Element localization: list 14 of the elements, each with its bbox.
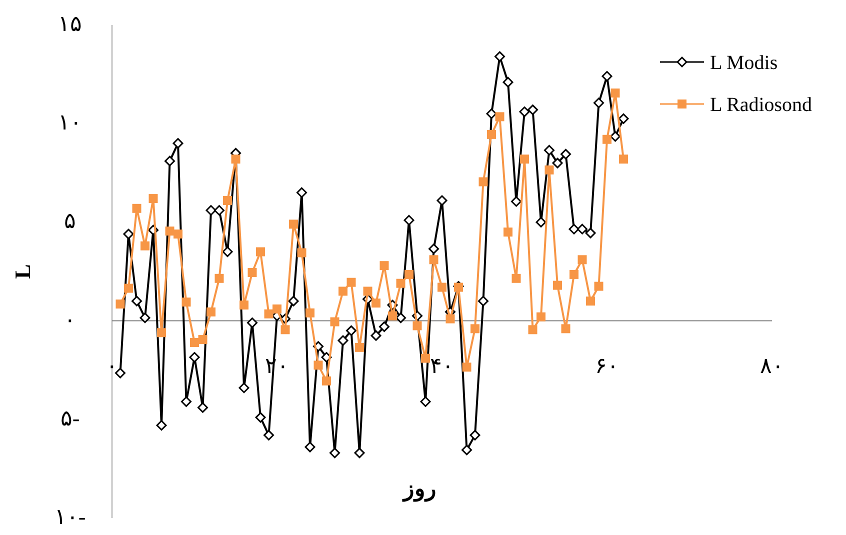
- y-tick-label: ۵: [64, 208, 76, 234]
- y-tick-label: ۱۵: [58, 11, 82, 36]
- y-axis-title: L: [10, 264, 35, 279]
- x-tick-label: ۶۰: [595, 352, 619, 378]
- legend-label: L Radiosond: [710, 94, 812, 116]
- y-tick-label: ۱۰: [58, 110, 82, 135]
- y-tick-label: ۱۰-: [54, 504, 86, 529]
- legend-label: L Modis: [710, 52, 778, 74]
- x-tick-label: ۸۰: [760, 352, 784, 378]
- y-tick-label: ۵-: [60, 405, 80, 430]
- x-axis-title: روز: [402, 476, 436, 502]
- y-tick-label: ۰: [64, 306, 76, 332]
- x-tick-label: ۴۰: [430, 352, 454, 378]
- x-tick-label: ۰: [106, 352, 118, 378]
